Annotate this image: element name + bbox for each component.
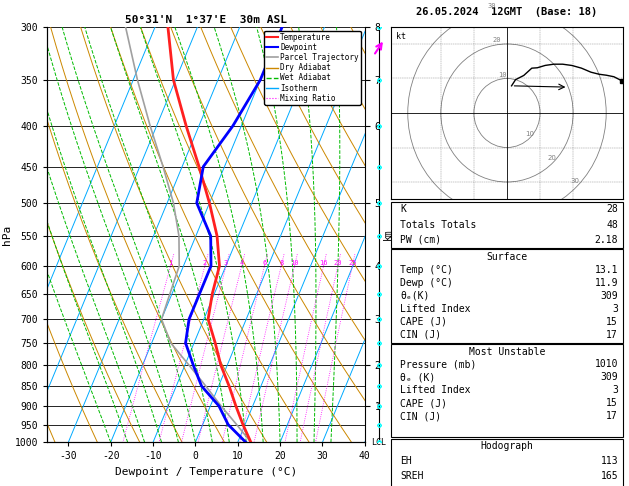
Text: EH: EH <box>401 456 412 466</box>
Text: CIN (J): CIN (J) <box>401 411 442 421</box>
Text: 309: 309 <box>601 291 618 301</box>
Text: θₑ (K): θₑ (K) <box>401 372 436 382</box>
Bar <box>391 344 623 437</box>
Text: 26.05.2024  12GMT  (Base: 18): 26.05.2024 12GMT (Base: 18) <box>416 7 598 17</box>
X-axis label: Dewpoint / Temperature (°C): Dewpoint / Temperature (°C) <box>115 467 297 477</box>
Bar <box>391 249 623 343</box>
Text: K: K <box>401 204 406 214</box>
Text: Most Unstable: Most Unstable <box>469 347 545 357</box>
Text: 20: 20 <box>547 155 557 161</box>
Text: CAPE (J): CAPE (J) <box>401 316 447 327</box>
Text: Hodograph: Hodograph <box>481 441 533 451</box>
Text: 1: 1 <box>169 260 173 266</box>
Text: CAPE (J): CAPE (J) <box>401 399 447 408</box>
Text: 3: 3 <box>224 260 228 266</box>
Text: 15: 15 <box>606 316 618 327</box>
Text: 20: 20 <box>493 37 501 43</box>
Text: 25: 25 <box>348 260 357 266</box>
Bar <box>391 439 623 486</box>
Bar <box>391 202 623 248</box>
Text: 165: 165 <box>601 471 618 481</box>
Text: 1010: 1010 <box>594 360 618 369</box>
Text: 16: 16 <box>320 260 328 266</box>
Text: 10: 10 <box>291 260 299 266</box>
Text: Surface: Surface <box>486 252 528 262</box>
Text: PW (cm): PW (cm) <box>401 235 442 245</box>
Text: 309: 309 <box>601 372 618 382</box>
Text: Pressure (mb): Pressure (mb) <box>401 360 477 369</box>
Text: Lifted Index: Lifted Index <box>401 304 471 313</box>
Text: 20: 20 <box>333 260 342 266</box>
Text: 13.1: 13.1 <box>594 265 618 275</box>
Text: 17: 17 <box>606 330 618 340</box>
Text: kt: kt <box>396 32 406 41</box>
Text: Dewp (°C): Dewp (°C) <box>401 278 454 288</box>
Legend: Temperature, Dewpoint, Parcel Trajectory, Dry Adiabat, Wet Adiabat, Isotherm, Mi: Temperature, Dewpoint, Parcel Trajectory… <box>264 31 361 105</box>
Text: 10: 10 <box>498 72 506 78</box>
Text: 113: 113 <box>601 456 618 466</box>
Text: 3: 3 <box>612 304 618 313</box>
Text: 28: 28 <box>606 204 618 214</box>
Y-axis label: hPa: hPa <box>2 225 12 244</box>
Text: Temp (°C): Temp (°C) <box>401 265 454 275</box>
Text: LCL: LCL <box>371 438 386 447</box>
Text: 30: 30 <box>570 178 579 184</box>
Text: 2.18: 2.18 <box>594 235 618 245</box>
Text: 6: 6 <box>262 260 267 266</box>
Text: 4: 4 <box>240 260 244 266</box>
Text: 48: 48 <box>606 220 618 229</box>
Text: 17: 17 <box>606 411 618 421</box>
Text: SREH: SREH <box>401 471 424 481</box>
Text: CIN (J): CIN (J) <box>401 330 442 340</box>
Text: 10: 10 <box>525 131 534 138</box>
Text: 15: 15 <box>606 399 618 408</box>
Text: Totals Totals: Totals Totals <box>401 220 477 229</box>
Text: 2: 2 <box>203 260 207 266</box>
Title: 50°31'N  1°37'E  30m ASL: 50°31'N 1°37'E 30m ASL <box>125 15 287 25</box>
Text: 8: 8 <box>279 260 283 266</box>
Y-axis label: km
ASL: km ASL <box>383 226 405 243</box>
Text: θₑ(K): θₑ(K) <box>401 291 430 301</box>
Text: 30: 30 <box>488 3 496 9</box>
Text: Lifted Index: Lifted Index <box>401 385 471 396</box>
Text: 3: 3 <box>612 385 618 396</box>
Text: 11.9: 11.9 <box>594 278 618 288</box>
